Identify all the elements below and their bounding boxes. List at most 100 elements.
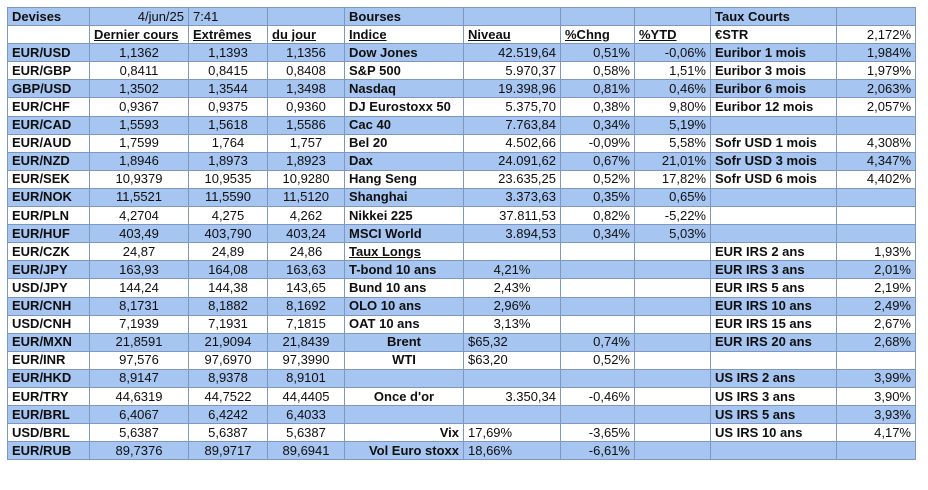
table-row: EUR/NZD 1,8946 1,8973 1,8923 Dax 24.091,62 0,6… [7, 151, 916, 171]
change-cell: 0,81% [560, 79, 635, 99]
extreme-low-cell: 1,3498 [267, 79, 345, 99]
pair-cell: EUR/RUB [7, 441, 90, 461]
extreme-high-cell: 1,5618 [188, 115, 268, 135]
extreme-low-cell: 1,757 [267, 133, 345, 153]
ytd-cell: -5,22% [634, 206, 711, 226]
change-cell: 0,34% [560, 115, 635, 135]
index-cell: T-bond 10 ans [344, 260, 464, 280]
pair-cell: GBP/USD [7, 79, 90, 99]
rate-value-cell: 4,402% [836, 169, 916, 189]
ytd-cell: 0,65% [634, 187, 711, 208]
last-cell: 0,8411 [89, 61, 189, 81]
pair-cell: EUR/NOK [7, 187, 90, 208]
extreme-high-cell: 8,1882 [188, 296, 268, 316]
pair-cell: EUR/MXN [7, 332, 90, 352]
rate-value-cell: 3,99% [836, 368, 916, 388]
ytd-cell [634, 296, 711, 316]
change-cell: 0,51% [560, 43, 635, 63]
table-row: EUR/TRY 44,6319 44,7522 44,4405 Once d'or 3.3… [7, 386, 916, 407]
change-cell: -3,65% [560, 423, 635, 443]
ytd-cell [634, 242, 711, 262]
extreme-high-cell: 11,5590 [188, 187, 268, 208]
rate-name-cell: US IRS 2 ans [710, 368, 837, 388]
extreme-low-cell: 403,24 [267, 224, 345, 244]
taux-courts-header: Taux Courts [710, 6, 837, 27]
ytd-cell [634, 368, 711, 388]
pair-cell: EUR/CNH [7, 296, 90, 316]
date-cell: 4/jun/25 [89, 6, 189, 27]
change-cell: 0,74% [560, 332, 635, 352]
rate-name-cell: EUR IRS 5 ans [710, 278, 837, 298]
rate-value-cell: 3,93% [836, 405, 916, 425]
extreme-low-cell: 21,8439 [267, 332, 345, 352]
rate-value-cell: 2,68% [836, 332, 916, 352]
estr-value: 2,172% [836, 25, 916, 45]
rate-value-cell: 4,17% [836, 423, 916, 443]
extreme-high-cell: 89,9717 [188, 441, 268, 461]
extreme-high-cell: 1,3544 [188, 79, 268, 99]
extreme-low-cell: 11,5120 [267, 187, 345, 208]
last-cell: 403,49 [89, 224, 189, 244]
level-cell: 37.811,53 [463, 206, 561, 226]
level-cell: 4.502,66 [463, 133, 561, 153]
rate-name-cell [710, 115, 837, 135]
index-cell: Hang Seng [344, 169, 464, 189]
extreme-low-cell: 10,9280 [267, 169, 345, 189]
table-row: EUR/BRL 6,4067 6,4242 6,4033 US IRS 5 ans 3,9… [7, 405, 916, 425]
change-cell: 0,58% [560, 61, 635, 81]
level-cell: 19.398,96 [463, 79, 561, 99]
ytd-cell [634, 260, 711, 280]
level-cell: 2,96% [463, 296, 561, 316]
rate-name-cell: EUR IRS 2 ans [710, 242, 837, 262]
last-cell: 1,5593 [89, 115, 189, 135]
ytd-cell: 1,51% [634, 61, 711, 81]
change-cell: -6,61% [560, 441, 635, 461]
rate-value-cell [836, 224, 916, 244]
pair-cell: EUR/JPY [7, 260, 90, 280]
extreme-high-cell: 44,7522 [188, 386, 268, 407]
ytd-cell: 9,80% [634, 97, 711, 117]
index-cell: Shanghai [344, 187, 464, 208]
pair-cell: EUR/INR [7, 350, 90, 370]
index-cell: Brent [344, 332, 464, 352]
change-cell [560, 314, 635, 334]
ytd-cell [634, 332, 711, 352]
index-cell: DJ Eurostoxx 50 [344, 97, 464, 117]
rate-name-cell: Euribor 1 mois [710, 43, 837, 63]
rate-name-cell: Euribor 6 mois [710, 79, 837, 99]
extreme-high-cell: 97,6970 [188, 350, 268, 370]
change-cell: 0,35% [560, 187, 635, 208]
extreme-low-cell: 24,86 [267, 242, 345, 262]
rate-value-cell [836, 115, 916, 135]
level-cell: 18,66% [463, 441, 561, 461]
header-row: Devises 4/jun/25 7:41 Bourses Taux Court… [7, 6, 916, 27]
rate-name-cell [710, 206, 837, 226]
table-row: EUR/HKD 8,9147 8,9378 8,9101 US IRS 2 ans 3,9… [7, 368, 916, 388]
change-cell [560, 242, 635, 262]
pair-cell: EUR/SEK [7, 169, 90, 189]
change-cell: -0,09% [560, 133, 635, 153]
extreme-high-cell: 6,4242 [188, 405, 268, 425]
rate-name-cell: EUR IRS 10 ans [710, 296, 837, 316]
ytd-cell: 5,03% [634, 224, 711, 244]
rate-name-cell [710, 441, 837, 461]
pair-cell: EUR/NZD [7, 151, 90, 171]
change-cell [560, 296, 635, 316]
col-extremes: Extrêmes [188, 25, 268, 45]
extreme-high-cell: 8,9378 [188, 368, 268, 388]
column-header-row: Dernier cours Extrêmes du jour Indice Ni… [7, 25, 916, 45]
level-cell: 24.091,62 [463, 151, 561, 171]
rate-value-cell: 4,308% [836, 133, 916, 153]
rate-value-cell: 1,984% [836, 43, 916, 63]
rate-name-cell: Sofr USD 3 mois [710, 151, 837, 171]
col-chng: %Chng [560, 25, 635, 45]
extreme-low-cell: 44,4405 [267, 386, 345, 407]
last-cell: 1,1362 [89, 43, 189, 63]
level-cell: 17,69% [463, 423, 561, 443]
extreme-low-cell: 163,63 [267, 260, 345, 280]
rate-name-cell: Euribor 3 mois [710, 61, 837, 81]
extreme-low-cell: 7,1815 [267, 314, 345, 334]
col-indice: Indice [344, 25, 464, 45]
change-cell: 0,34% [560, 224, 635, 244]
rate-value-cell: 2,01% [836, 260, 916, 280]
